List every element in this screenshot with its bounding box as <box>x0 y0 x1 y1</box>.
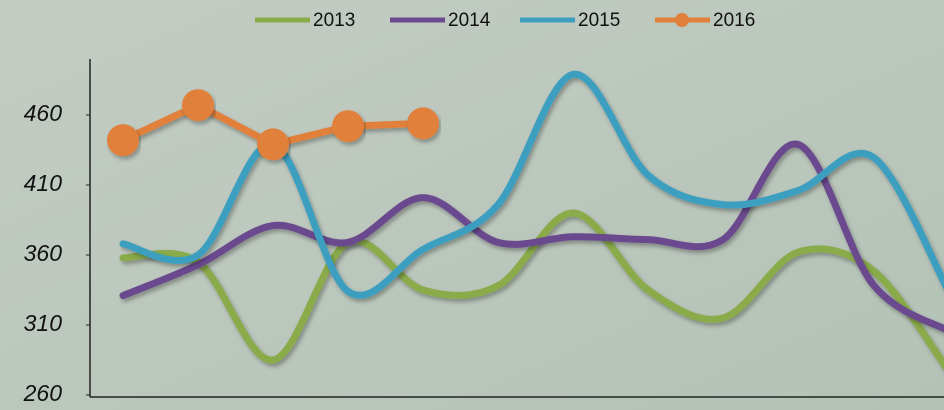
series-line <box>119 209 944 371</box>
point-marker <box>332 110 364 143</box>
legend-label: 2016 <box>713 10 755 31</box>
plot <box>107 70 944 371</box>
y-tick-label: 360 <box>24 240 63 266</box>
point-marker <box>107 124 139 157</box>
series-line <box>119 140 944 333</box>
legend-marker <box>675 13 689 27</box>
point-marker <box>257 128 289 161</box>
y-tick-label: 410 <box>24 170 63 196</box>
point-marker <box>182 89 214 122</box>
y-tick-label: 460 <box>24 100 63 126</box>
legend-label: 2013 <box>313 10 355 31</box>
y-tick-label: 310 <box>24 310 63 336</box>
legend-label: 2014 <box>448 10 491 31</box>
y-tick-label: 260 <box>23 380 63 406</box>
legend-label: 2015 <box>578 10 620 31</box>
point-marker <box>407 107 439 140</box>
